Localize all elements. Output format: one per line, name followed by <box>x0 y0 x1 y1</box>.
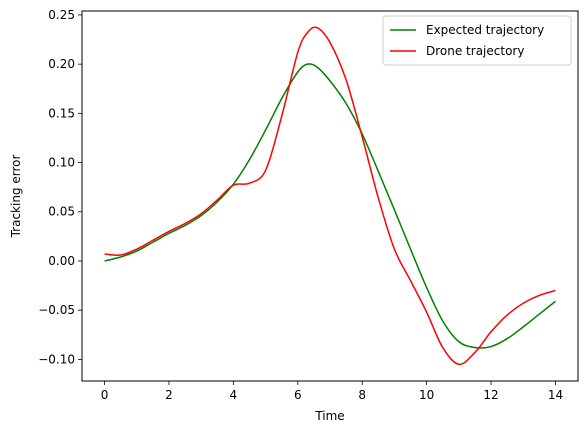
x-tick-label: 2 <box>165 388 173 402</box>
y-tick-label: −0.05 <box>38 303 75 317</box>
y-tick-label: 0.25 <box>48 8 75 22</box>
x-tick-label: 4 <box>230 388 238 402</box>
x-tick-label: 10 <box>419 388 434 402</box>
y-tick-label: 0.05 <box>48 205 75 219</box>
y-tick-label: 0.00 <box>48 254 75 268</box>
y-axis-label: Tracking error <box>9 155 23 239</box>
x-tick-label: 6 <box>294 388 302 402</box>
x-tick-label: 12 <box>483 388 498 402</box>
legend-box <box>382 15 572 66</box>
x-tick-label: 14 <box>548 388 563 402</box>
legend-label-drone: Drone trajectory <box>426 44 524 58</box>
x-axis-label: Time <box>314 409 344 423</box>
y-tick-label: 0.15 <box>48 106 75 120</box>
x-tick-label: 8 <box>358 388 366 402</box>
y-tick-label: 0.10 <box>48 156 75 170</box>
series-line-expected <box>104 63 556 349</box>
x-tick-label: 0 <box>101 388 109 402</box>
legend-label-expected: Expected trajectory <box>426 23 544 37</box>
plot-frame <box>81 10 579 382</box>
series-line-drone <box>104 26 556 366</box>
y-tick-label: 0.20 <box>48 57 75 71</box>
legend: Expected trajectory Drone trajectory <box>382 15 572 66</box>
y-tick-label: −0.10 <box>38 352 75 366</box>
